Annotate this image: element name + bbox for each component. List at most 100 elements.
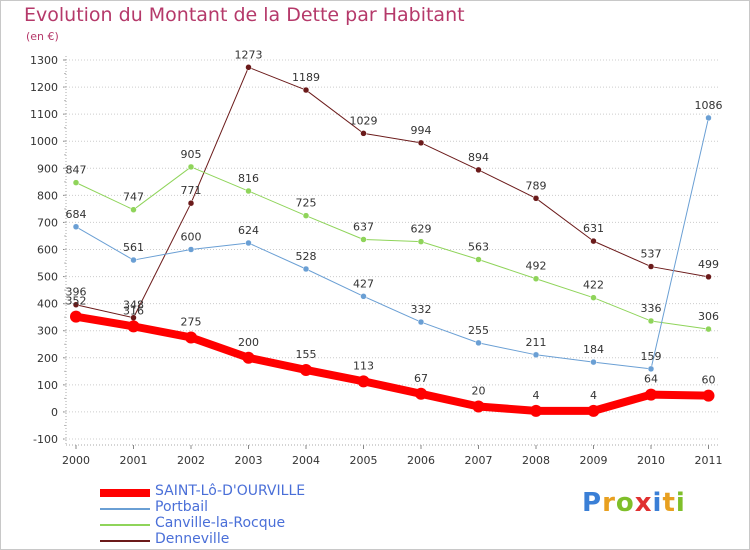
x-tick-label: 2007 [465,454,493,467]
data-label: 64 [644,373,658,386]
series-line-1 [75,117,709,370]
data-point [70,310,82,323]
data-point [360,130,367,137]
data-point [705,114,712,122]
data-label: 159 [641,350,662,363]
y-tick-label: 300 [37,325,58,338]
y-tick-label: 800 [37,189,58,202]
data-label: 1086 [695,99,723,112]
data-label: 4 [590,389,597,402]
data-label: 563 [468,241,489,254]
x-tick-label: 2006 [407,454,435,467]
data-point [532,351,540,359]
legend-label: Portbail [155,499,208,515]
data-label: 492 [526,260,547,273]
x-tick-label: 2009 [580,454,608,467]
data-label: 629 [411,223,432,236]
x-tick-label: 2002 [177,454,205,467]
legend-swatch [100,524,150,526]
series-group [70,64,715,417]
data-label: 816 [238,172,259,185]
data-point [647,317,655,325]
legend-item: Canville-la-Rocque [100,515,360,533]
data-label: 905 [181,148,202,161]
data-point [357,375,370,388]
data-point [472,400,485,413]
y-tick-label: 900 [37,162,58,175]
data-point [532,195,540,202]
data-point [590,358,597,366]
data-label: 4 [533,389,540,402]
axes: -100 0 100 200 300 400 500 600 700 800 900 1000 1100… [30,54,723,467]
data-point [187,199,195,207]
legend-item: Denneville [100,531,360,549]
data-label: 155 [296,348,317,361]
data-point [590,294,597,301]
y-tick-label: 500 [37,271,58,284]
data-point [360,236,367,243]
x-tick-label: 2000 [62,454,90,467]
x-tick-label: 2008 [522,454,550,467]
data-point [185,331,197,344]
data-point [72,301,80,308]
data-label: 1273 [235,48,263,61]
y-tick-label: 1200 [30,81,58,94]
data-label: 352 [66,295,87,308]
y-tick-label: 0 [51,406,58,419]
data-label: 1189 [292,71,320,84]
data-label: 725 [296,197,317,210]
data-point [532,275,540,282]
y-tick-label: 1100 [30,108,58,121]
data-point [530,404,542,417]
data-point [417,238,425,245]
x-tick-label: 2004 [292,454,320,467]
legend-swatch [100,540,150,542]
y-tick-label: 100 [37,379,58,392]
data-point [417,318,425,326]
data-point [302,86,310,94]
data-label: 747 [123,191,144,204]
data-label: 113 [353,359,374,372]
data-label: 499 [698,258,719,271]
legend-label: SAINT-Lô-D'OURVILLE [155,483,306,499]
y-tick-label: 600 [37,244,58,257]
data-labels: 396 348 771 1273 1189 1029 994 894 789 631 537 499 8… [66,48,723,402]
logo-letter: P [582,488,603,518]
data-point [242,351,255,364]
data-point [645,388,657,401]
grid-lines [66,59,720,440]
data-point [187,246,195,253]
logo-letter: t [662,488,676,518]
data-point [647,365,655,373]
data-point [127,320,140,333]
data-label: 624 [238,224,259,237]
data-label: 316 [123,304,144,317]
data-label: 348 [123,299,144,312]
y-tick-label: 400 [37,298,58,311]
data-point [702,389,715,402]
y-tick-label: 200 [37,352,58,365]
data-label: 1029 [350,114,378,127]
data-point [302,265,310,273]
series-line-2 [75,166,709,330]
data-point [245,64,252,71]
data-label: 894 [468,151,489,164]
data-label: 789 [526,179,547,192]
data-point [705,273,712,281]
legend: SAINT-Lô-D'OURVILLE Portbail Canville-la-R… [100,483,360,549]
data-label: 255 [468,324,489,337]
data-label: 537 [641,248,662,261]
logo-letter: x [634,488,653,518]
data-label: 396 [66,286,87,299]
y-tick-label: 1000 [30,135,58,148]
data-point [130,256,137,264]
data-label: 275 [181,315,202,328]
data-label: 600 [181,231,202,244]
y-tick-label: 1300 [30,54,58,67]
data-point [245,239,252,247]
data-point [300,363,312,376]
data-label: 422 [583,279,604,292]
data-label: 771 [181,184,202,197]
data-label: 561 [123,241,144,254]
data-label: 631 [583,222,604,235]
